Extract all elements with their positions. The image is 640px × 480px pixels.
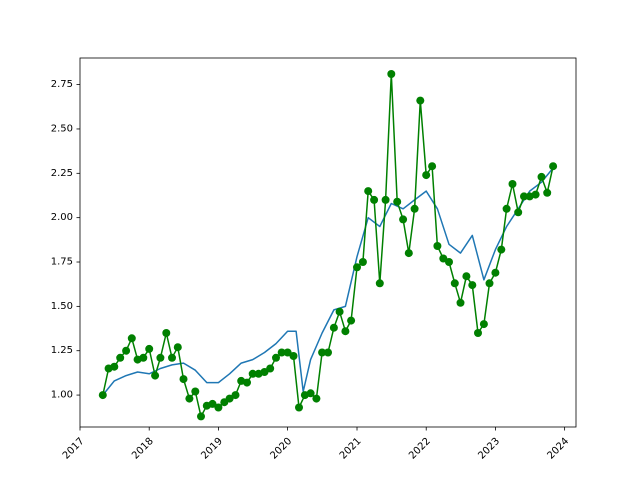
series-2-point — [248, 369, 257, 378]
series-2-point — [168, 353, 176, 362]
series-2-point — [162, 329, 171, 337]
series-2-point — [531, 190, 540, 199]
series-2-point — [289, 352, 298, 360]
series-2-point — [214, 403, 223, 412]
series-2-point — [404, 249, 413, 258]
series-2-point — [462, 272, 471, 281]
series-2-point — [370, 195, 379, 204]
series-2-point — [456, 298, 465, 307]
series-2-point — [508, 180, 517, 188]
series-2-point — [549, 162, 558, 171]
series-2-point — [358, 258, 367, 266]
series-2-point — [399, 215, 408, 224]
series-2-point — [145, 344, 154, 353]
series-2-point — [543, 188, 552, 197]
series-2-point — [324, 348, 332, 357]
series-2-point — [191, 387, 200, 396]
series-2-point — [225, 394, 234, 403]
series-2-point — [231, 391, 240, 400]
series-2-point — [283, 348, 292, 357]
series-2-point — [387, 70, 396, 78]
series-2-point — [375, 279, 384, 288]
series-2-point — [173, 343, 182, 352]
series-2-point — [122, 346, 131, 355]
y-tick-label: 1.50 — [51, 301, 73, 312]
series-2-point — [381, 195, 390, 204]
series-2-point — [485, 279, 494, 288]
series-2-point — [139, 353, 148, 362]
series-2-point — [329, 323, 338, 332]
series-2-point — [306, 389, 315, 398]
series-2-point — [416, 96, 425, 105]
series-2-point — [537, 172, 546, 181]
y-tick-label: 2.00 — [51, 212, 73, 223]
series-2-point — [116, 353, 125, 362]
y-tick-label: 1.00 — [51, 390, 73, 401]
series-2-point — [197, 412, 205, 421]
series-2-point — [514, 208, 523, 217]
series-2-point — [185, 394, 194, 403]
series-2-point — [497, 245, 506, 254]
series-2-point — [266, 364, 275, 373]
y-axis: 1.00 1.25 1.50 1.75 2.00 2.25 2.50 2.75 — [51, 79, 80, 401]
series-1 — [102, 167, 554, 396]
series-2-point — [156, 353, 165, 362]
series-2-point — [479, 320, 488, 329]
series-2-point — [151, 371, 160, 380]
series-2-point — [318, 348, 327, 357]
series-2-point — [277, 348, 286, 357]
series-2-point — [295, 403, 303, 412]
series-2-point — [272, 353, 280, 362]
series-2-point — [335, 307, 344, 316]
axes-frame — [79, 57, 577, 428]
series-2-point — [110, 362, 119, 371]
series-2-point — [502, 204, 511, 213]
y-tick-label: 2.25 — [51, 168, 73, 179]
series-2-point — [312, 394, 321, 403]
series-2-point — [428, 162, 437, 171]
series-2-point — [445, 258, 453, 266]
series-2-point — [179, 375, 188, 384]
series-2-point — [208, 399, 217, 408]
series-2-point — [347, 316, 356, 325]
series-2-point — [243, 378, 251, 387]
series-1-line — [102, 167, 554, 396]
series-2-point — [520, 192, 528, 201]
series-2 — [98, 70, 558, 421]
series-2-point — [450, 279, 459, 288]
series-2-point — [393, 197, 402, 206]
series-2-point — [364, 187, 373, 196]
series-2-point — [410, 204, 419, 213]
y-tick-label: 2.75 — [51, 79, 73, 90]
series-2-point — [353, 263, 361, 272]
y-tick-label: 2.50 — [51, 123, 73, 134]
series-2-point — [433, 242, 442, 250]
series-2-point — [474, 329, 482, 337]
plot-area — [98, 70, 558, 421]
series-2-point — [341, 327, 350, 336]
series-2-point — [98, 391, 107, 400]
y-tick-label: 1.25 — [51, 345, 73, 356]
series-2-point — [468, 281, 477, 290]
y-tick-label: 1.75 — [51, 257, 73, 268]
series-2-point — [422, 171, 431, 180]
series-2-point — [127, 334, 136, 343]
series-2-point — [491, 268, 500, 277]
